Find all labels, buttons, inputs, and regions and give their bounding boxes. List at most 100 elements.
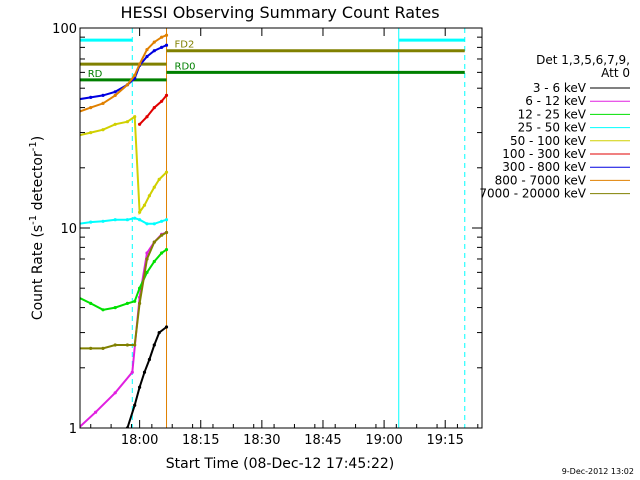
x-tick-label-0: 18:00 xyxy=(121,433,158,448)
series-5-point-3 xyxy=(160,99,164,103)
series-2-point-4 xyxy=(125,301,129,305)
legend-label-3: 25 - 50 keV xyxy=(518,121,587,135)
series-4-point-5 xyxy=(133,115,137,119)
legend-header-line-2: Att 0 xyxy=(601,66,630,80)
series-4-point-3 xyxy=(113,122,117,126)
y-label-part-1: Count Rate (s xyxy=(30,225,46,320)
series-2-point-3 xyxy=(113,306,117,310)
series-2-point-2 xyxy=(101,308,105,312)
y-label-sup-2: -1 xyxy=(28,141,39,151)
series-line-5 xyxy=(138,94,168,125)
series-6-point-10 xyxy=(164,43,169,47)
series-3-point-1 xyxy=(89,220,93,224)
series-2-point-7 xyxy=(145,270,149,274)
series-5-point-2 xyxy=(152,106,156,110)
legend-label-0: 3 - 6 keV xyxy=(533,81,587,95)
series-6-point-1 xyxy=(89,95,93,99)
series-8-point-5 xyxy=(133,343,137,347)
series-8-point-1 xyxy=(89,346,93,350)
series-line-0 xyxy=(126,326,168,428)
series-8-point-10 xyxy=(164,230,169,235)
series-4-point-10 xyxy=(157,177,161,181)
y-tick-label-2: 100 xyxy=(52,22,77,37)
series-5-point-4 xyxy=(164,93,169,97)
series-0-point-1 xyxy=(133,403,137,407)
series-6-point-2 xyxy=(101,93,105,97)
series-8-point-8 xyxy=(152,240,156,244)
y-tick-label-0: 1 xyxy=(69,422,77,437)
series-2-point-6 xyxy=(138,286,142,290)
series-3-point-8 xyxy=(152,222,156,226)
series-0-point-4 xyxy=(147,357,151,362)
y-label-sup-1: -1 xyxy=(28,215,39,225)
series-4-point-1 xyxy=(89,131,93,135)
legend-label-6: 300 - 800 keV xyxy=(502,160,586,174)
series-7-point-2 xyxy=(101,101,105,105)
series-5-point-0 xyxy=(138,122,142,126)
series-8-point-2 xyxy=(101,346,105,350)
flag-label-2: FD2 xyxy=(175,40,195,51)
legend-label-8: 7000 - 20000 keV xyxy=(479,187,586,201)
series-1-point-1 xyxy=(94,410,98,414)
series-7-point-10 xyxy=(164,33,169,37)
series-4-point-8 xyxy=(147,194,151,198)
footer-date: 9-Dec-2012 13:02 xyxy=(562,467,634,476)
series-1-point-5 xyxy=(145,251,149,255)
series-6-point-3 xyxy=(113,90,117,94)
series-line-8 xyxy=(80,231,167,350)
series-0-point-6 xyxy=(157,331,161,335)
series-1-point-2 xyxy=(113,391,117,395)
legend-label-1: 6 - 12 keV xyxy=(525,94,587,108)
series-1-point-3 xyxy=(130,370,134,374)
series-3-point-6 xyxy=(138,218,142,222)
series-3-point-7 xyxy=(145,222,149,226)
series-3-point-3 xyxy=(113,218,117,222)
series-3-point-5 xyxy=(133,216,137,220)
series-8-point-4 xyxy=(125,343,129,347)
series-8-point-7 xyxy=(145,257,149,261)
legend-header-line-1: Det 1,3,5,6,7,9, xyxy=(536,53,630,67)
x-tick-label-5: 19:15 xyxy=(426,433,463,448)
series-8-point-9 xyxy=(160,233,164,237)
series-3-point-9 xyxy=(160,219,164,223)
series-4-point-4 xyxy=(125,120,129,124)
series-line-4 xyxy=(80,114,168,216)
series-8-point-6 xyxy=(138,301,142,305)
series-4-point-9 xyxy=(152,185,156,189)
series-2-point-8 xyxy=(152,259,156,264)
series-7-point-6 xyxy=(138,62,142,66)
series-3-point-2 xyxy=(101,219,105,223)
y-tick-label-1: 10 xyxy=(60,222,77,237)
series-0-point-5 xyxy=(152,343,156,347)
x-tick-label-4: 19:00 xyxy=(365,433,402,448)
series-7-point-3 xyxy=(113,93,117,97)
series-0-point-2 xyxy=(138,385,142,389)
series-2-point-10 xyxy=(164,248,169,252)
series-4-point-11 xyxy=(164,170,169,174)
x-tick-label-3: 18:45 xyxy=(304,433,341,448)
series-2-point-1 xyxy=(89,301,93,305)
legend-label-4: 50 - 100 keV xyxy=(510,134,587,148)
series-4-point-7 xyxy=(142,203,147,207)
series-2-point-5 xyxy=(133,299,137,303)
series-5-point-1 xyxy=(145,115,149,119)
series-4-point-2 xyxy=(101,128,105,132)
series-7-point-7 xyxy=(145,48,149,52)
series-0-point-7 xyxy=(164,325,169,329)
series-6-point-8 xyxy=(152,49,156,53)
series-6-point-7 xyxy=(145,54,149,59)
series-7-point-8 xyxy=(152,40,156,44)
y-label-part-2: detector xyxy=(30,151,46,215)
series-6-point-9 xyxy=(160,45,164,50)
plot-frame xyxy=(79,27,483,429)
series-2-point-9 xyxy=(160,251,164,255)
series-7-point-5 xyxy=(133,73,137,77)
flag-label-0: RD xyxy=(88,69,103,80)
legend-label-2: 12 - 25 keV xyxy=(518,107,587,121)
series-3-point-4 xyxy=(125,218,129,222)
chart-title: HESSI Observing Summary Count Rates xyxy=(120,3,439,22)
legend-label-7: 800 - 7000 keV xyxy=(495,173,587,187)
series-8-point-3 xyxy=(113,343,117,347)
series-4-point-6 xyxy=(138,210,142,214)
